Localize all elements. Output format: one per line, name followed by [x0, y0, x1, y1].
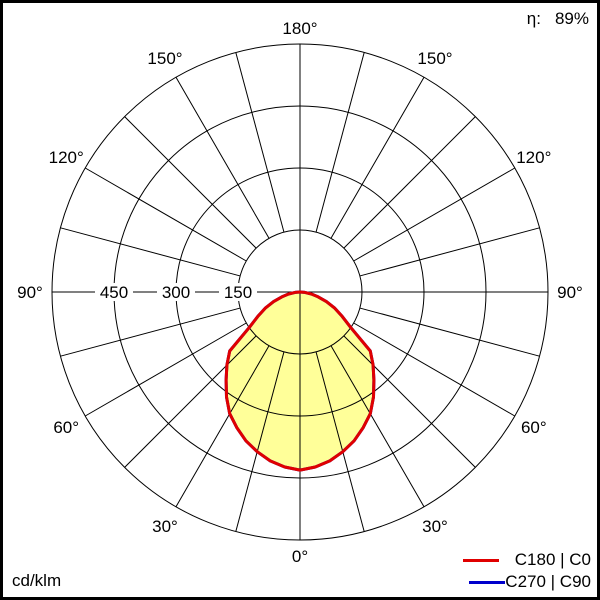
grid-spoke-105 [359, 227, 540, 277]
radial-tick-label: 450 [100, 283, 128, 302]
tick-label-bg [219, 283, 257, 301]
grid-spoke-45 [343, 335, 476, 468]
grid-spoke-15 [315, 351, 365, 532]
grid-spoke-285 [60, 307, 241, 357]
angle-label: 60° [521, 418, 547, 437]
grid-spoke-75 [359, 307, 540, 357]
legend-item-c270-c90: C270 | C90 [463, 571, 591, 593]
unit-label: cd/klm [12, 571, 62, 590]
grid-spoke-330 [175, 345, 270, 508]
grid-spoke-165 [315, 52, 365, 233]
grid-spoke-255 [60, 227, 241, 277]
grid-spoke-30 [330, 345, 425, 508]
grid-spoke-120 [353, 167, 516, 262]
efficiency-value: 89% [554, 9, 589, 28]
grid-spoke-240 [84, 167, 247, 262]
grid-spoke-150 [330, 76, 425, 239]
legend-label: C270 | C90 [505, 572, 591, 591]
legend-swatch-blue [469, 580, 506, 584]
angle-label: 120° [516, 148, 551, 167]
radial-tick-label: 150 [224, 283, 252, 302]
grid-spoke-345 [235, 351, 285, 532]
tick-label-bg [95, 283, 133, 301]
angle-label: 60° [53, 418, 79, 437]
legend-item-c180-c0: C180 | C0 [462, 549, 591, 571]
polar-diagram: 150 300 450 0° 30° 30° 60° 60° 90° 90° 120° 120° 150… [3, 3, 597, 597]
efficiency-readout: η: 89% [527, 9, 589, 29]
grid-spoke-210 [175, 76, 270, 239]
polar-plot: 150 300 450 0° 30° 30° 60° 60° 90° 90° 120° 120° 150… [17, 19, 583, 566]
grid-spoke-195 [235, 52, 285, 233]
angle-label: 0° [292, 547, 308, 566]
angle-label: 90° [17, 283, 43, 302]
grid-spoke-60 [353, 322, 516, 417]
angle-label: 150° [417, 49, 452, 68]
series-curve-1 [224, 290, 376, 472]
angle-label: 30° [422, 517, 448, 536]
grid-spoke-315 [124, 335, 257, 468]
grid-spoke-300 [84, 322, 247, 417]
radial-tick-label: 300 [162, 283, 190, 302]
efficiency-symbol: η: [526, 9, 541, 28]
grid-spoke-135 [343, 116, 476, 249]
legend-label: C180 | C0 [514, 550, 591, 569]
grid-spoke-225 [124, 116, 257, 249]
legend-swatch-red [462, 558, 499, 562]
angle-label: 120° [49, 148, 84, 167]
angle-label: 30° [152, 517, 178, 536]
legend: C180 | C0 C270 | C90 [462, 549, 591, 593]
angle-label: 90° [557, 283, 583, 302]
tick-label-bg [157, 283, 195, 301]
angle-label: 180° [282, 19, 317, 38]
angle-label: 150° [147, 49, 182, 68]
